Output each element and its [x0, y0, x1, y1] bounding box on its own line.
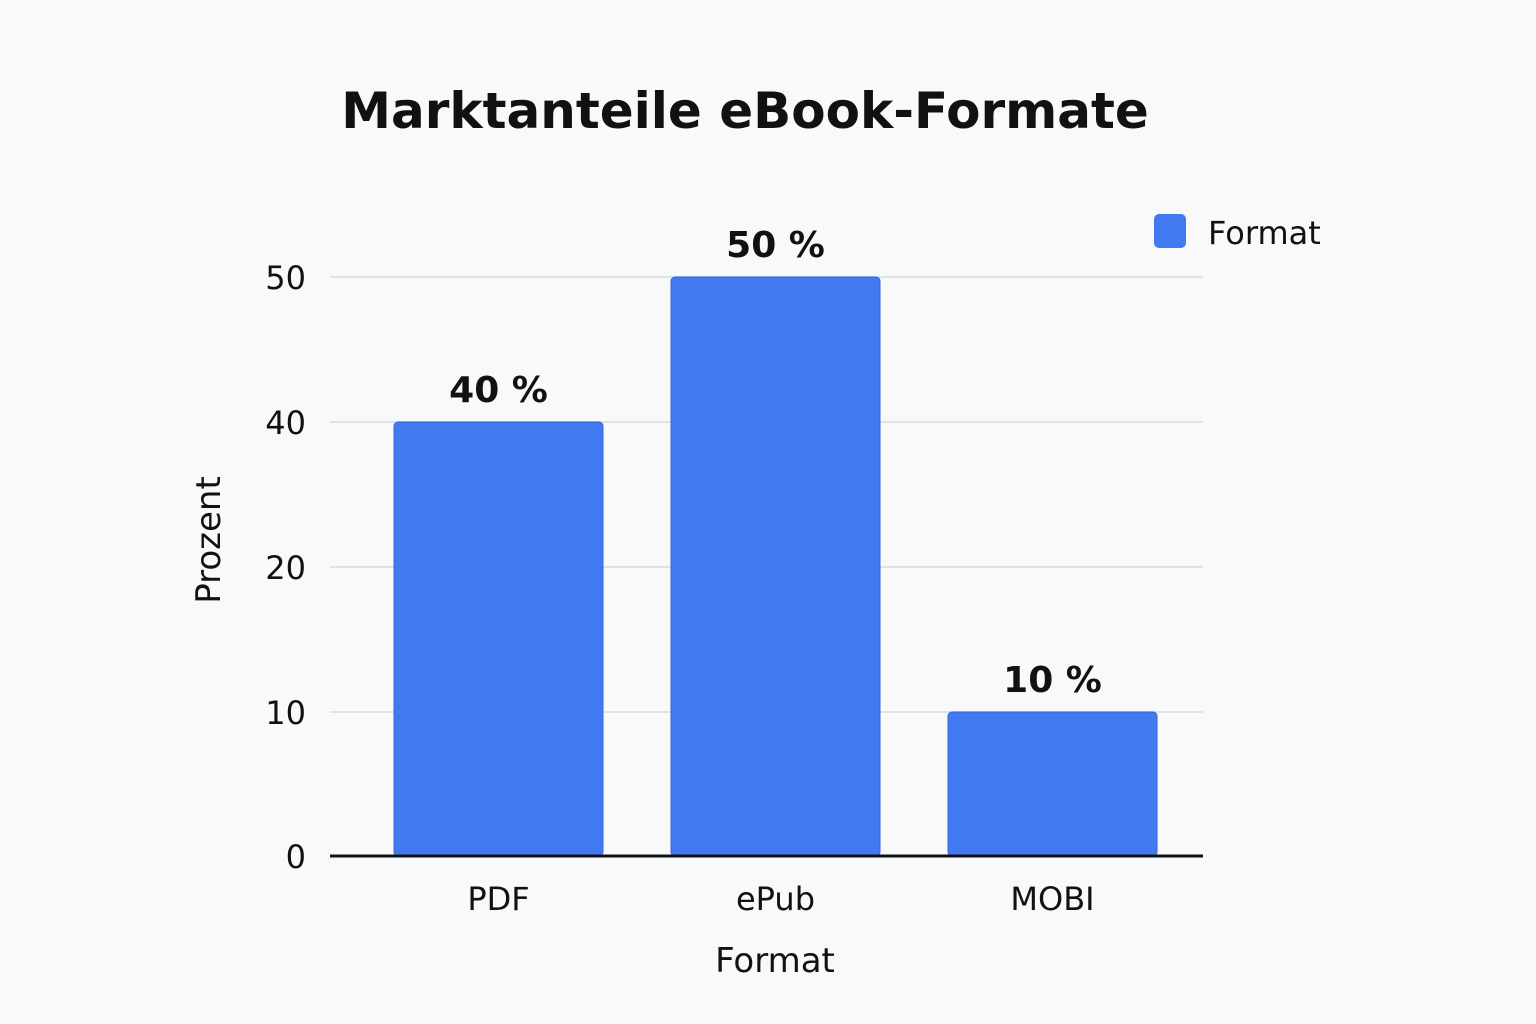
x-axis-label: Format [715, 941, 835, 981]
chart-title: Marktanteile eBook-Formate [341, 82, 1149, 140]
x-axis-ticks: PDF ePub MOBI [467, 880, 1094, 918]
y-tick-label-40: 40 [265, 404, 306, 442]
legend-swatch [1154, 214, 1186, 248]
y-tick-label-10: 10 [265, 694, 306, 732]
data-label-epub: 50 % [726, 225, 825, 266]
y-axis-ticks: 0 10 20 40 50 [265, 259, 306, 876]
y-axis-label: Prozent [189, 476, 229, 604]
bar-epub [670, 276, 881, 857]
x-tick-label-mobi: MOBI [1010, 880, 1094, 918]
x-tick-label-epub: ePub [736, 880, 815, 918]
y-tick-label-0: 0 [286, 838, 306, 876]
y-tick-label-20: 20 [265, 549, 306, 587]
bar-pdf [393, 421, 604, 857]
data-labels: 40 % 50 % 10 % [449, 225, 1102, 701]
x-tick-label-pdf: PDF [467, 880, 529, 918]
legend: Format [1154, 214, 1321, 252]
legend-entry-format: Format [1208, 214, 1321, 252]
data-label-pdf: 40 % [449, 370, 548, 411]
bars [393, 276, 1158, 857]
y-tick-label-50: 50 [265, 259, 306, 297]
bar-mobi [947, 711, 1158, 857]
data-label-mobi: 10 % [1003, 660, 1102, 701]
